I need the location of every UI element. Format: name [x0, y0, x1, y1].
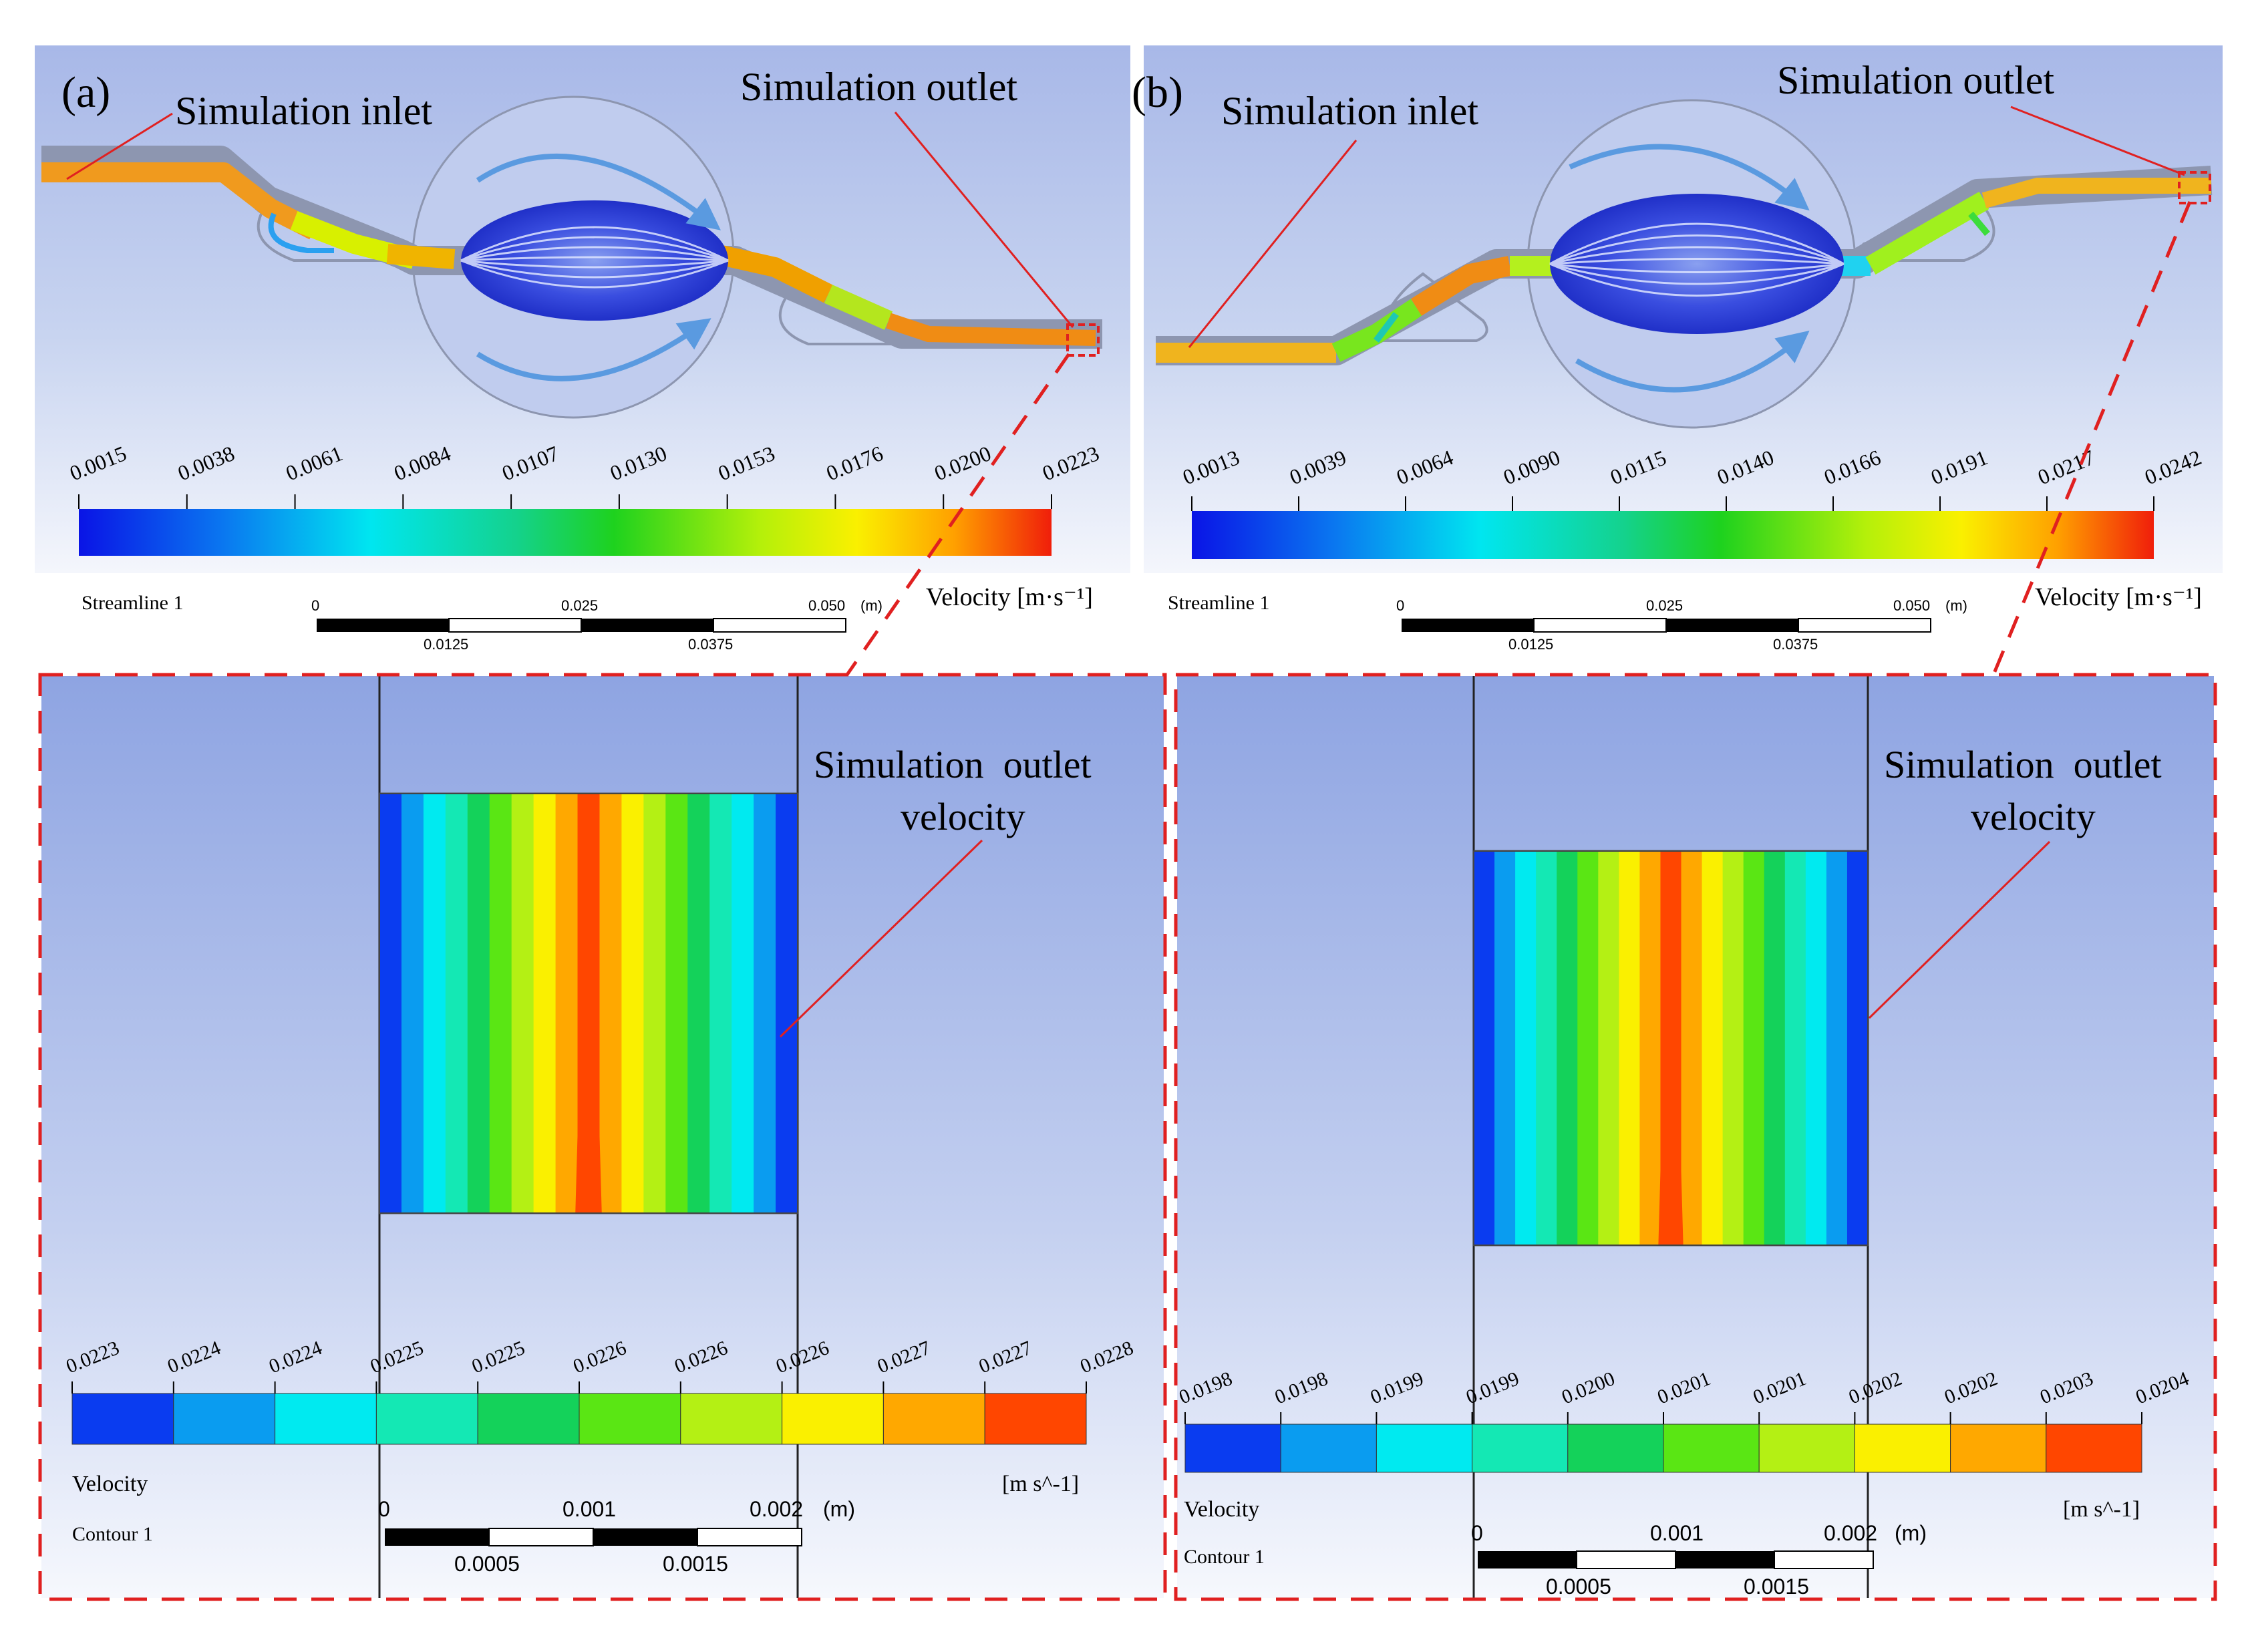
panel-a-scale-bottom-1: 0.0375: [688, 636, 733, 653]
panel-a-top-scalebar: [317, 618, 846, 633]
zoom-b-legend-swatch-3: [1472, 1424, 1569, 1473]
panel-b-top-colorbar: [1192, 511, 2154, 559]
zoom-a-callout-line1: Simulation outlet: [814, 743, 1092, 786]
zoom-b-scale-top-0: 0: [1471, 1521, 1483, 1545]
zoom-a-scale-bottom-1: 0.0015: [663, 1552, 728, 1576]
panel-b-scale-bottom-1: 0.0375: [1773, 636, 1818, 653]
zoom-b-contour: [1473, 850, 1869, 1246]
zoom-a-scale-top-0: 0: [378, 1497, 390, 1521]
panel-b-device: [1156, 99, 2213, 429]
panel-a-streamline-label: Streamline 1: [82, 592, 183, 614]
panel-a-scale-top-0: 0: [311, 597, 319, 614]
panel-b-scale-top-1: 0.025: [1646, 597, 1683, 614]
zoom-a-contour: [379, 793, 798, 1214]
zoom-a-callout-leader: [779, 839, 983, 1038]
panel-b-scale-top-2: 0.050: [1893, 597, 1930, 614]
zoom-a-legend-swatch-9: [984, 1393, 1087, 1445]
panel-b-streamline-label: Streamline 1: [1168, 592, 1269, 614]
panel-a-top-colorbar: [79, 509, 1052, 556]
zoom-b-scale-top-2: 0.002: [1824, 1521, 1877, 1545]
zoom-b-scale-top-1: 0.001: [1650, 1521, 1704, 1545]
zoom-a-scalebar: [385, 1528, 802, 1546]
panel-a-device: [41, 96, 1102, 419]
zoom-b-legend-swatch-8: [1950, 1424, 2047, 1473]
zoom-b-legend-swatch-9: [2046, 1424, 2142, 1473]
panel-b-inlet-leader: [1188, 140, 1357, 348]
zoom-b-callout-line2: velocity: [1971, 795, 2096, 838]
panel-b-inlet-label: Simulation inlet: [1221, 89, 1478, 133]
panel-b-scale-top-0: 0: [1396, 597, 1404, 614]
zoom-b-legend-swatch-0: [1184, 1424, 1281, 1473]
zoom-b-legend-swatch-2: [1376, 1424, 1473, 1473]
zoom-a-scale-top-1: 0.001: [563, 1497, 616, 1521]
zoom-a-scale-top-2: 0.002: [750, 1497, 803, 1521]
panel-b-outlet-leader: [2010, 106, 2185, 176]
panel-a-outlet-marker: [1066, 323, 1100, 357]
panel-b-outlet-marker: [2178, 171, 2211, 204]
panel-a-scale-top-2: 0.050: [808, 597, 845, 614]
zoom-a-contour-label: Contour 1: [72, 1523, 153, 1545]
zoom-a-legend-swatch-7: [782, 1393, 884, 1445]
panel-b-top-scalebar: [1402, 618, 1931, 633]
zoom-b-contour-label: Contour 1: [1184, 1546, 1265, 1568]
panel-b-velocity-label: Velocity [m·s⁻¹]: [2035, 583, 2202, 611]
zoom-a-legend-swatch-4: [477, 1393, 580, 1445]
zoom-b-scale-bottom-0: 0.0005: [1546, 1575, 1611, 1599]
zoom-b-callout-leader: [1868, 840, 2051, 1019]
zoom-a-legend-swatch-1: [173, 1393, 276, 1445]
zoom-a-callout-line2: velocity: [901, 795, 1025, 838]
zoom-b-scale-unit: (m): [1895, 1521, 1927, 1545]
panel-a-velocity-label: Velocity [m·s⁻¹]: [926, 583, 1093, 611]
zoom-b-legend-unit: [m s^-1]: [2063, 1497, 2140, 1522]
zoom-b-legend-swatch-4: [1567, 1424, 1664, 1473]
panel-a-inlet-label: Simulation inlet: [175, 89, 432, 133]
zoom-a-dashed-frame: [38, 673, 1167, 1601]
zoom-b-scalebar: [1478, 1550, 1874, 1569]
zoom-a-contour-peak: [575, 794, 602, 1213]
panel-a-scale-bottom-0: 0.0125: [424, 636, 468, 653]
zoom-a-legend-swatch-3: [375, 1393, 478, 1445]
zoom-b-legend-swatch-1: [1280, 1424, 1377, 1473]
zoom-a-legend-swatch-6: [680, 1393, 783, 1445]
panel-a-outlet-label: Simulation outlet: [740, 65, 1017, 109]
panel-b-outlet-label: Simulation outlet: [1777, 58, 2054, 102]
panel-b-label: (b): [1132, 68, 1183, 117]
panel-b-scale-unit: (m): [1945, 597, 1967, 614]
panel-a-bulb: [461, 200, 728, 321]
zoom-b-legend-swatch-5: [1663, 1424, 1760, 1473]
panel-b-scale-bottom-0: 0.0125: [1508, 636, 1553, 653]
zoom-b-legend-swatch-7: [1854, 1424, 1951, 1473]
panel-a-scale-top-1: 0.025: [561, 597, 598, 614]
zoom-a-legend-swatch-8: [882, 1393, 985, 1445]
zoom-a-scale-bottom-0: 0.0005: [454, 1552, 520, 1576]
zoom-a-legend-unit: [m s^-1]: [1002, 1472, 1079, 1496]
zoom-a-legend-swatch-5: [579, 1393, 681, 1445]
panel-a-label: (a): [61, 68, 110, 117]
panel-a-zoom-connector: [845, 353, 1071, 676]
zoom-a-legend-swatch-0: [71, 1393, 174, 1445]
panel-b-zoom-connector: [1991, 201, 2192, 675]
zoom-b-scale-bottom-1: 0.0015: [1744, 1575, 1809, 1599]
panel-a-scale-unit: (m): [860, 597, 882, 614]
panel-a-inlet-leader: [66, 112, 173, 180]
panel-b-bulb: [1550, 194, 1844, 334]
zoom-a-legend-title: Velocity: [72, 1472, 148, 1496]
zoom-b-contour-peak: [1658, 851, 1683, 1245]
zoom-b-legend-title: Velocity: [1184, 1497, 1259, 1522]
zoom-b-dashed-frame: [1174, 673, 2217, 1601]
zoom-b-callout-line1: Simulation outlet: [1884, 743, 2162, 786]
panel-a-outlet-leader: [894, 112, 1074, 328]
zoom-a-scale-unit: (m): [823, 1497, 855, 1521]
zoom-a-legend-swatch-2: [275, 1393, 377, 1445]
zoom-b-legend-swatch-6: [1758, 1424, 1855, 1473]
